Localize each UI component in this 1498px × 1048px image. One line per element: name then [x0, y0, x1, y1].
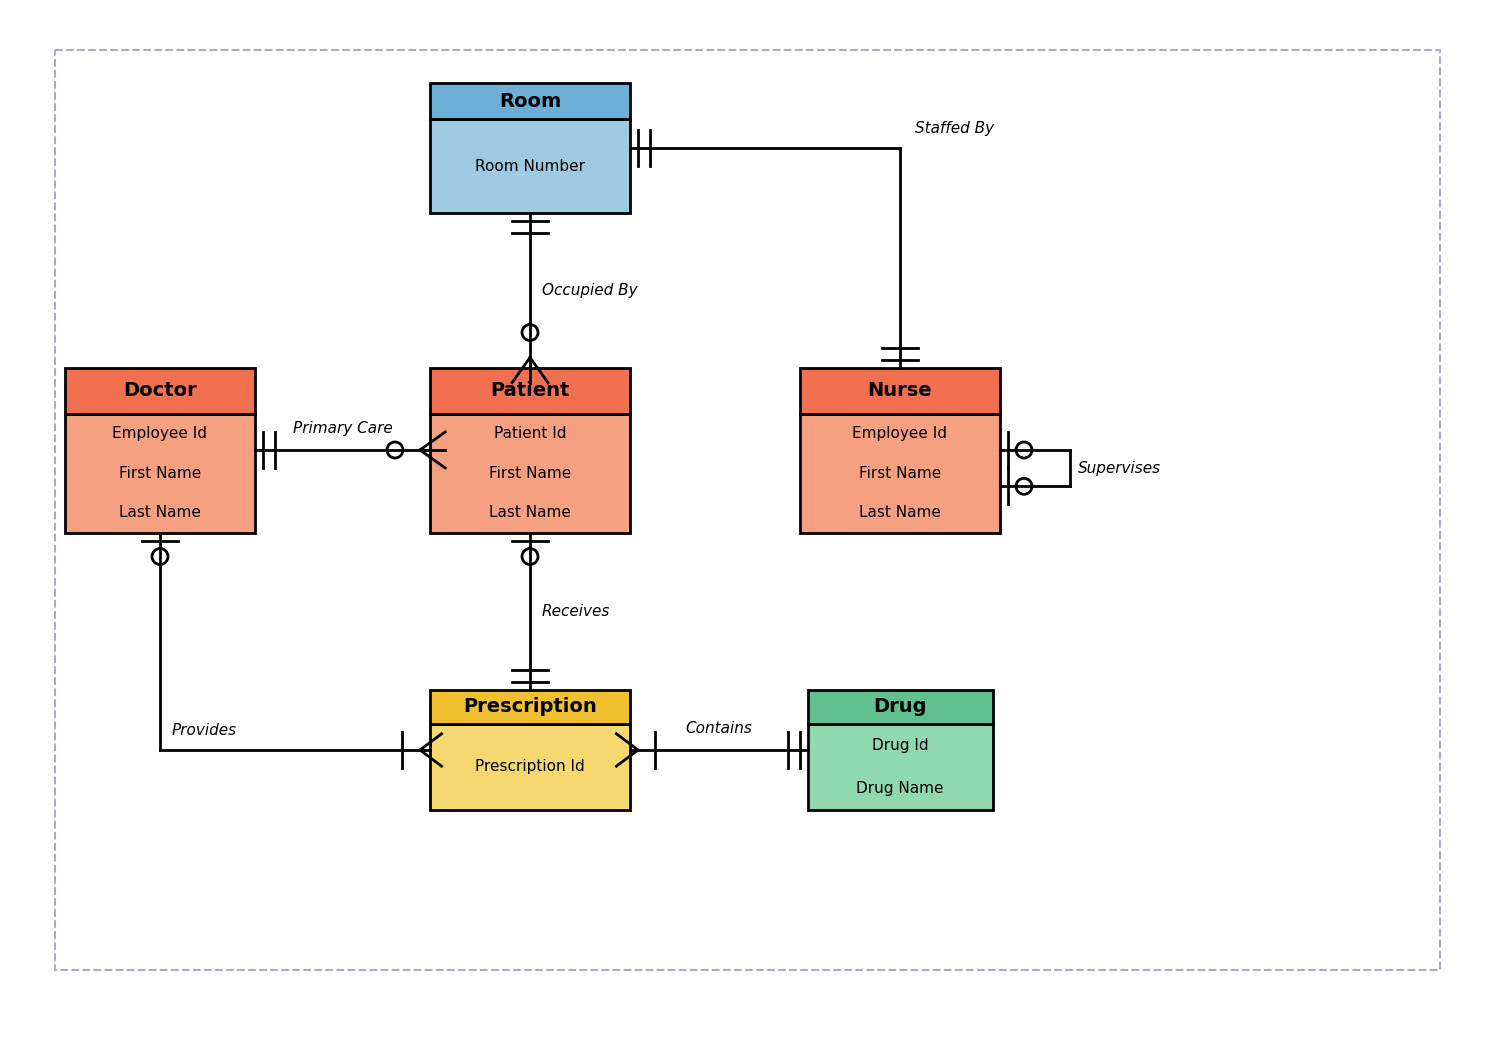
- Text: Drug Name: Drug Name: [857, 781, 944, 795]
- Bar: [430, 690, 631, 723]
- Text: First Name: First Name: [118, 465, 201, 481]
- Text: Last Name: Last Name: [488, 505, 571, 520]
- Text: Drug: Drug: [873, 697, 927, 716]
- Bar: [800, 368, 1001, 414]
- Bar: [430, 119, 631, 213]
- Text: Patient Id: Patient Id: [494, 425, 566, 441]
- Bar: [55, 50, 1440, 970]
- Text: Room Number: Room Number: [475, 158, 586, 174]
- Text: Drug Id: Drug Id: [872, 738, 929, 752]
- Text: Employee Id: Employee Id: [852, 425, 948, 441]
- Bar: [807, 690, 993, 723]
- Text: Receives: Receives: [542, 604, 610, 618]
- Bar: [430, 414, 631, 532]
- Text: First Name: First Name: [488, 465, 571, 481]
- Bar: [64, 414, 255, 532]
- Text: Last Name: Last Name: [118, 505, 201, 520]
- Bar: [430, 83, 631, 119]
- Bar: [800, 414, 1001, 532]
- Text: Primary Care: Primary Care: [292, 421, 392, 436]
- Text: Prescription: Prescription: [463, 697, 596, 716]
- Text: Contains: Contains: [685, 721, 752, 736]
- Text: Occupied By: Occupied By: [542, 283, 638, 298]
- Text: Staffed By: Staffed By: [915, 121, 995, 136]
- Text: First Name: First Name: [858, 465, 941, 481]
- Text: Patient: Patient: [490, 381, 569, 400]
- Text: Last Name: Last Name: [858, 505, 941, 520]
- Bar: [430, 368, 631, 414]
- Text: Supervises: Supervises: [1079, 461, 1161, 476]
- Text: Doctor: Doctor: [123, 381, 196, 400]
- Text: Prescription Id: Prescription Id: [475, 760, 584, 774]
- Text: Employee Id: Employee Id: [112, 425, 208, 441]
- Bar: [807, 723, 993, 810]
- Bar: [430, 723, 631, 810]
- Text: Provides: Provides: [172, 723, 237, 738]
- Text: Room: Room: [499, 92, 562, 111]
- Text: Nurse: Nurse: [867, 381, 932, 400]
- Bar: [64, 368, 255, 414]
